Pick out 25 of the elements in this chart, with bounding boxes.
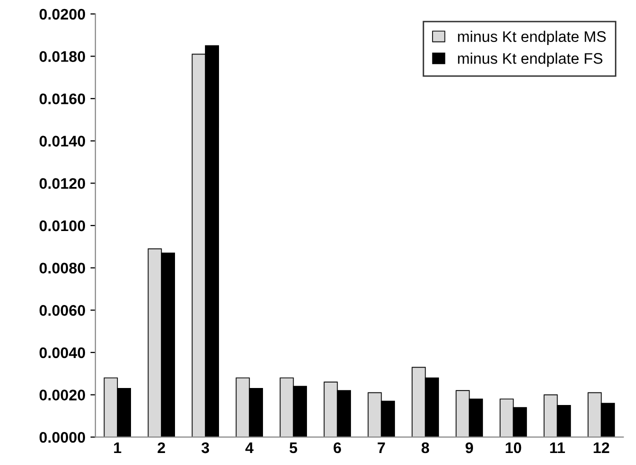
x-tick-label: 6	[334, 442, 342, 454]
legend-label: minus Kt endplate FS	[458, 52, 602, 67]
x-tick-label: 3	[201, 442, 210, 454]
x-tick-label: 2	[158, 442, 166, 454]
legend-label: minus Kt endplate MS	[458, 30, 606, 45]
y-tick-label: 0.0080	[40, 262, 86, 274]
y-tick-label: 0.0140	[40, 136, 86, 147]
x-tick-label: 7	[378, 442, 385, 454]
y-tick-label: 0.0200	[40, 8, 86, 20]
x-tick-label: 8	[422, 442, 430, 454]
y-tick-label: 0.0160	[40, 93, 86, 104]
y-tick-label: 0.0040	[40, 347, 86, 358]
x-tick-label: 11	[550, 442, 565, 454]
x-tick-label: 1	[114, 442, 122, 454]
y-tick-label: 0.0060	[40, 305, 86, 316]
y-tick-label: 0.0020	[40, 390, 86, 400]
y-tick-label: 0.0100	[40, 220, 86, 232]
y-tick-label: 0.0000	[40, 432, 86, 443]
y-tick-label: 0.0180	[40, 51, 86, 62]
x-tick-label: 10	[506, 442, 522, 454]
x-tick-label: 12	[594, 442, 610, 454]
x-tick-label: 9	[466, 442, 473, 454]
x-tick-label: 5	[290, 442, 298, 454]
y-tick-label: 0.0120	[40, 178, 86, 189]
x-tick-label: 4	[245, 442, 254, 454]
